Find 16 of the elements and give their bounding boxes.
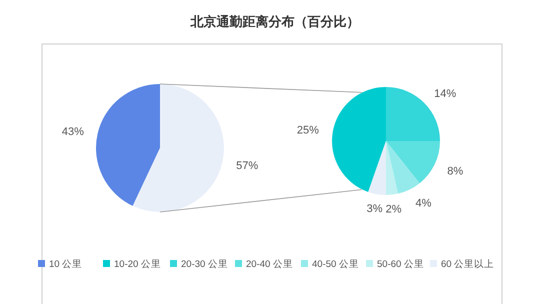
- data-label: 43%: [62, 126, 84, 138]
- data-label: 2%: [386, 204, 402, 216]
- data-label: 4%: [416, 197, 432, 210]
- data-label: 8%: [447, 166, 464, 178]
- data-label: 25%: [296, 124, 320, 137]
- chart-title: 北京通勤距离分布（百分比）: [190, 14, 360, 29]
- legend-label: 50-60 公里: [377, 258, 424, 270]
- legend-label: 20-40 公里: [246, 258, 293, 270]
- data-label: 14%: [434, 88, 456, 100]
- legend-label: 60 公里以上: [441, 258, 494, 270]
- legend-label: 10 公里: [49, 258, 82, 270]
- data-label: 3%: [366, 203, 383, 216]
- data-label: 57%: [236, 160, 258, 172]
- legend-label: 20-30 公里: [181, 258, 228, 270]
- legend-label: 10-20 公里: [114, 258, 161, 270]
- legend-label: 40-50 公里: [312, 258, 359, 270]
